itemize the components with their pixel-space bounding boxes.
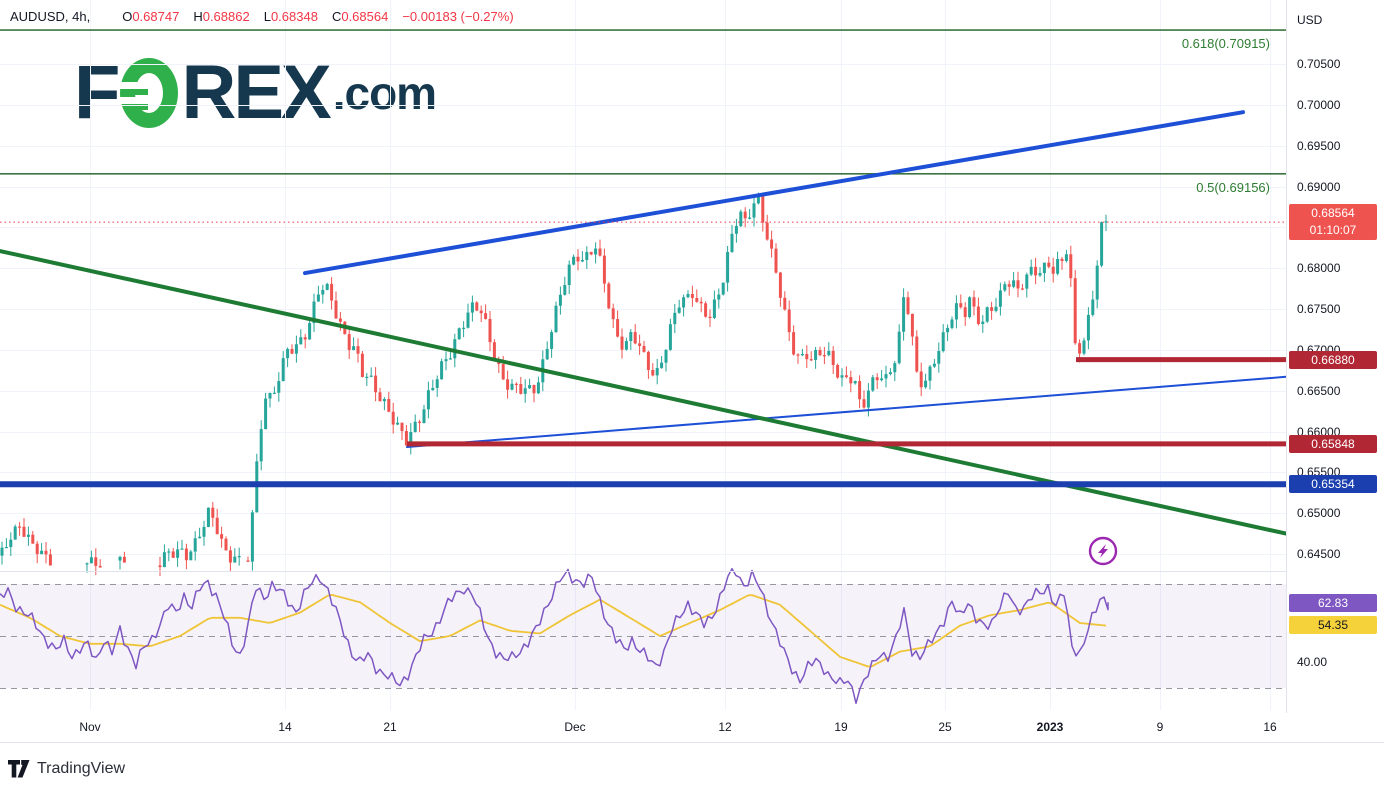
logo-letter-f: F (74, 50, 120, 135)
price-level-badge: 0.65848 (1289, 434, 1377, 453)
time-tick-label: 25 (938, 720, 952, 734)
tradingview-text: TradingView (37, 760, 126, 777)
rsi-value-badge: 54.35 (1289, 615, 1377, 634)
rising-resistance-major-trendline[interactable] (303, 110, 1245, 276)
time-scale[interactable]: Nov 14 21 Dec 12 19 25 2023 9 16 (0, 713, 1384, 743)
price-tick-label: 0.69000 (1297, 179, 1341, 194)
fib-618-label[interactable]: 0.618(0.70915) (1181, 36, 1270, 52)
ohlc-close: C0.68564 (331, 9, 389, 24)
lightning-bolt-icon (1098, 544, 1108, 558)
price-tick-label: 0.68000 (1297, 261, 1341, 276)
price-tick-label: 0.67500 (1297, 302, 1341, 316)
logo-dotcom: .com (332, 67, 437, 119)
rsi-tick-label: 40.00 (1297, 655, 1328, 669)
chart-canvas[interactable] (0, 0, 1286, 710)
rsi-line (0, 567, 1109, 705)
price-level-badge: 0.66880 (1289, 350, 1377, 369)
time-tick-label: 2023 (1036, 720, 1064, 734)
price-tick-label: 0.66500 (1297, 383, 1341, 398)
forex-com-logo: F REX .com (74, 50, 437, 135)
time-tick-label: Nov (79, 720, 101, 734)
rising-support-minor-trendline[interactable] (406, 375, 1286, 449)
last-price-badge: 0.68564 01:10:07 (1289, 204, 1377, 241)
time-tick-label: 19 (834, 720, 848, 734)
price-tick-label: 0.69500 (1297, 138, 1341, 153)
time-tick-label: 14 (278, 720, 292, 734)
price-level-badge: 0.65354 (1289, 475, 1377, 494)
ohlc-low: L0.68348 (263, 9, 318, 24)
symbol-legend[interactable]: AUDUSD, 4h, O0.68747 H0.68862 L0.68348 C… (10, 9, 514, 24)
time-tick-label: 12 (718, 720, 732, 734)
currency-label: USD (1297, 13, 1323, 27)
rsi-ma-line (0, 594, 1107, 668)
last-price-value: 0.68564 (1311, 206, 1355, 221)
time-tick-label: 9 (1156, 720, 1164, 734)
time-tick-label: 21 (383, 720, 397, 734)
ohlc-high: H0.68862 (193, 9, 250, 24)
time-tick-label: 16 (1263, 720, 1277, 734)
ohlc-open: O0.68747 (122, 9, 180, 24)
price-tick-label: 0.65000 (1297, 506, 1341, 521)
price-tick-label: 0.70000 (1297, 97, 1341, 112)
rsi-value-badge: 62.83 (1289, 593, 1377, 612)
price-tick-label: 0.64500 (1297, 547, 1341, 562)
price-change: −0.00183 (−0.27%) (402, 9, 514, 24)
symbol-title[interactable]: AUDUSD, 4h, (10, 9, 91, 24)
tradingview-logo[interactable]: TradingView (8, 760, 125, 778)
price-scale[interactable]: USD 0.70500 0.70000 0.69500 0.69000 0.68000 0… (1286, 0, 1384, 743)
bar-countdown: 01:10:07 (1309, 223, 1357, 238)
time-tick-label: Dec (564, 720, 586, 734)
logo-o-icon (117, 58, 179, 128)
candlestick-series (0, 192, 1108, 577)
logo-letters-rex: REX (181, 50, 331, 135)
price-tick-label: 0.70500 (1297, 57, 1341, 71)
pane-separator[interactable] (0, 571, 1384, 572)
fib-50-label[interactable]: 0.5(0.69156) (1196, 179, 1270, 195)
tradingview-mark-icon (8, 760, 30, 778)
